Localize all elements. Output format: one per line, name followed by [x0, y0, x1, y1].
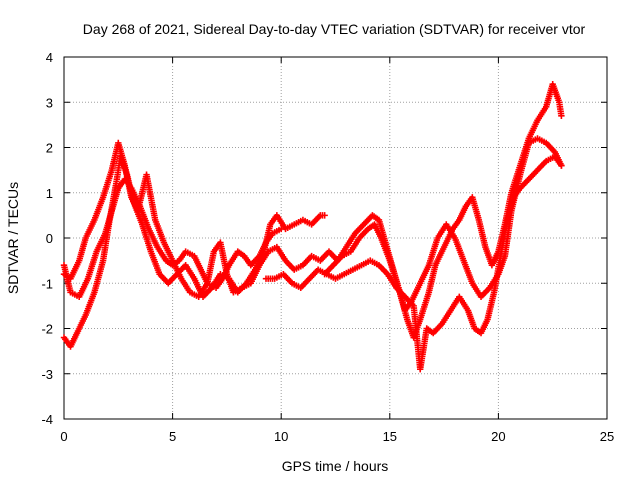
data-point-marker: [321, 212, 328, 219]
x-tick-label: 20: [491, 429, 505, 444]
x-tick-label: 10: [274, 429, 288, 444]
axis-ticks: 0 5 10 15 20 25 -4 -3 -2 -1 0 1 2 3 4: [41, 50, 614, 444]
y-tick-label: -4: [41, 412, 53, 427]
y-tick-label: -2: [41, 322, 53, 337]
x-tick-label: 5: [169, 429, 176, 444]
x-tick-label: 25: [600, 429, 614, 444]
data-series: [60, 80, 565, 373]
y-axis-label: SDTVAR / TECUs: [5, 182, 21, 294]
chart-title: Day 268 of 2021, Sidereal Day-to-day VTE…: [83, 21, 586, 37]
y-tick-label: 3: [46, 95, 53, 110]
y-tick-label: 4: [46, 50, 53, 65]
series-track-2: [60, 153, 328, 350]
y-tick-label: -1: [41, 276, 53, 291]
x-tick-label: 0: [60, 429, 67, 444]
x-tick-label: 15: [383, 429, 397, 444]
data-point-marker: [558, 162, 565, 169]
y-tick-label: 0: [46, 231, 53, 246]
series-track-5: [321, 80, 565, 341]
x-axis-label: GPS time / hours: [282, 458, 389, 474]
series-track-3: [60, 135, 565, 314]
y-tick-label: -3: [41, 367, 53, 382]
y-tick-label: 2: [46, 141, 53, 156]
data-point-marker: [558, 112, 565, 120]
y-tick-label: 1: [46, 186, 53, 201]
